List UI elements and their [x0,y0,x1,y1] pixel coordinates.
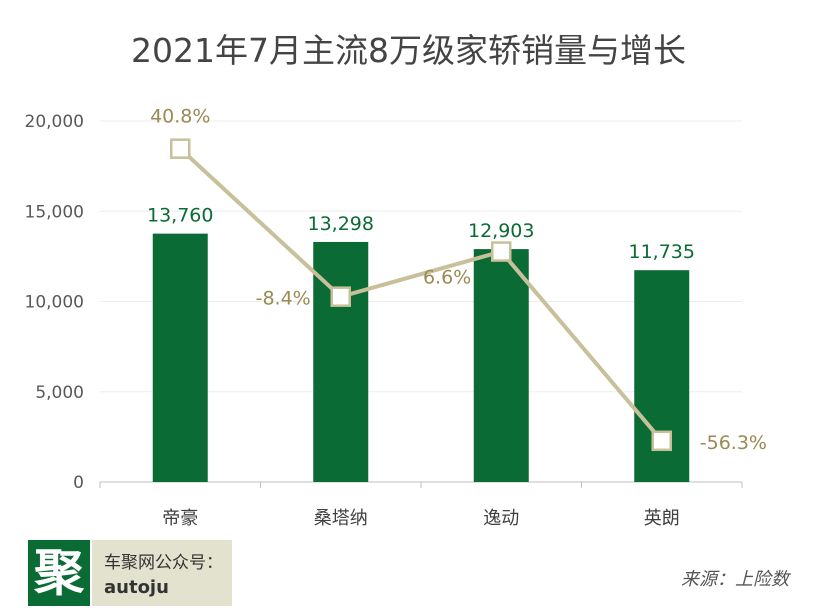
growth-line [178,147,664,443]
bar-value-label: 11,735 [629,241,695,263]
x-tick-label: 桑塔纳 [314,508,368,529]
y-tick-label: 20,000 [25,112,84,132]
growth-marker [170,138,191,159]
growth-label: -56.3% [700,432,767,454]
brand-panel: 车聚网公众号： autoju [92,540,232,606]
bar-value-label: 13,760 [147,205,213,227]
chart-title: 2021年7月主流8万级家轿销量与增长 [131,31,686,70]
combo-chart: 0 5,000 10,000 15,000 20,000 13,760 帝豪 13,298 桑塔… [25,106,767,529]
y-tick-label: 10,000 [25,293,84,313]
bar [152,233,208,482]
brand-account-label: 车聚网公众号： [104,553,223,573]
bar-value-label: 13,298 [308,213,374,235]
y-tick-label: 15,000 [25,202,84,222]
bar-value-label: 12,903 [468,220,534,242]
growth-marker [651,430,672,452]
growth-label: 40.8% [150,106,210,128]
brand-logo: 聚 [28,540,90,606]
brand-account-id: autoju [104,577,169,598]
source-note: 来源：上险数 [681,569,789,590]
x-tick-label: 逸动 [483,508,519,529]
x-tick-label: 帝豪 [162,508,198,529]
growth-marker [491,241,512,262]
bar [473,249,529,482]
growth-label: 6.6% [423,267,471,289]
growth-label: -8.4% [256,288,311,310]
y-tick-label: 5,000 [35,383,84,403]
growth-marker [330,286,351,307]
x-tick-label: 英朗 [644,508,680,529]
y-tick-label: 0 [73,473,84,493]
